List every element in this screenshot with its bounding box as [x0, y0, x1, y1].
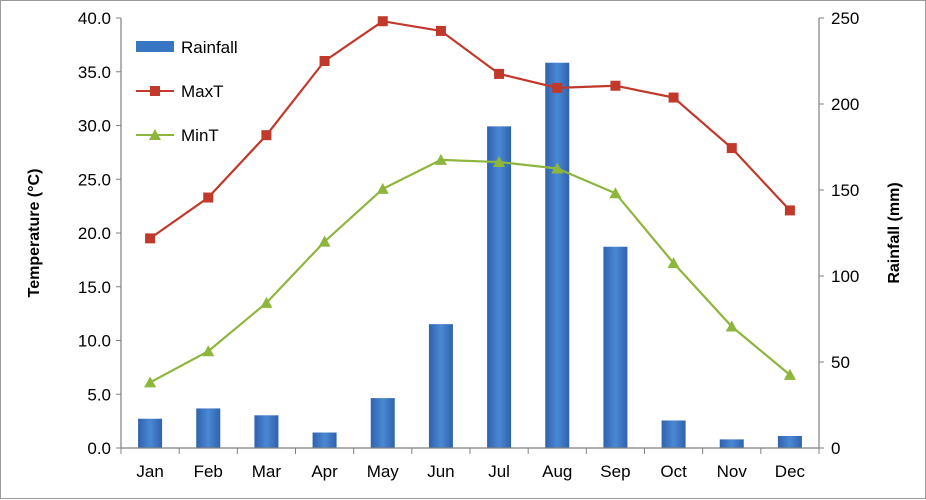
legend-maxt-label: MaxT: [181, 82, 224, 101]
maxt-point: [610, 80, 621, 91]
maxt-point: [261, 130, 272, 141]
mint-point: [202, 345, 215, 357]
rainfall-bar-aug: [545, 62, 570, 448]
y2-tick-label: 250: [831, 9, 859, 28]
y-tick-label: 35.0: [78, 63, 111, 82]
y-tick-label: 25.0: [78, 170, 111, 189]
y-tick-label: 20.0: [78, 224, 111, 243]
maxt-point: [494, 68, 505, 79]
mint-point: [318, 235, 331, 247]
y2-tick-label: 100: [831, 267, 859, 286]
maxt-point: [319, 56, 330, 66]
rainfall-bar-nov: [719, 439, 744, 448]
y-axis-title: Temperature (°C): [26, 169, 43, 298]
x-tick-label: Nov: [717, 462, 748, 481]
maxt-point: [203, 192, 214, 203]
x-tick-label: Jan: [136, 462, 163, 481]
legend-rainfall-label: Rainfall: [181, 38, 238, 57]
y2-tick-label: 150: [831, 181, 859, 200]
x-tick-label: May: [367, 462, 400, 481]
rainfall-bar-mar: [254, 415, 279, 448]
x-tick-label: Sep: [600, 462, 630, 481]
mint-point: [725, 320, 738, 332]
y-tick-label: 0.0: [87, 439, 111, 458]
y2-axis-title: Rainfall (mm): [886, 182, 903, 283]
mint-point: [260, 296, 273, 308]
maxt-point: [668, 92, 679, 103]
legend-mint-label: MinT: [181, 126, 219, 145]
rainfall-bar-oct: [661, 420, 686, 448]
y2-tick-label: 200: [831, 95, 859, 114]
maxt-line: [149, 20, 791, 240]
x-tick-label: Aug: [542, 462, 572, 481]
x-tick-label: Oct: [660, 462, 687, 481]
y-tick-label: 5.0: [87, 385, 111, 404]
mint-point: [144, 376, 157, 388]
mint-point: [493, 156, 506, 168]
mint-point: [609, 187, 622, 199]
legend-maxt-marker: [150, 86, 160, 96]
mint-point: [667, 257, 680, 269]
rainfall-bar-jul: [487, 126, 512, 449]
y-tick-label: 40.0: [78, 9, 111, 28]
legend-mint-marker: [149, 129, 161, 140]
rainfall-bar-sep: [603, 246, 628, 448]
maxt-point: [784, 205, 795, 216]
y-tick-label: 30.0: [78, 117, 111, 136]
mint-point: [376, 182, 389, 194]
mint-line: [149, 158, 791, 384]
axes: [116, 17, 824, 454]
mint-point: [783, 368, 796, 380]
y-tick-label: 10.0: [78, 332, 111, 351]
mint-point: [434, 153, 447, 165]
x-tick-label: Mar: [252, 462, 282, 481]
temperature-lines: [144, 16, 796, 388]
rainfall-bar-may: [370, 398, 395, 448]
mint-point: [551, 162, 564, 174]
rainfall-bar-jun: [428, 324, 453, 448]
x-tick-label: Jul: [488, 462, 510, 481]
rainfall-bar-jan: [138, 418, 163, 448]
maxt-point: [726, 143, 737, 154]
rainfall-bar-apr: [312, 432, 337, 448]
tick-labels: 0.0 5.0 10.0 15.0 20.0 25.0 30.0 35.0 40.0 0 50 100…: [78, 9, 859, 481]
maxt-point: [145, 233, 156, 244]
maxt-point: [435, 25, 446, 36]
y2-tick-label: 50: [831, 353, 850, 372]
legend: Rainfall MaxT MinT: [136, 38, 238, 145]
y2-tick-label: 0: [831, 439, 840, 458]
x-tick-label: Dec: [775, 462, 806, 481]
x-tick-label: Apr: [311, 462, 338, 481]
y-tick-label: 15.0: [78, 278, 111, 297]
maxt-point: [377, 16, 388, 27]
rainfall-bar-feb: [196, 408, 221, 448]
x-tick-label: Jun: [427, 462, 454, 481]
rainfall-bar-dec: [777, 435, 802, 448]
maxt-point: [552, 82, 563, 93]
legend-rainfall-swatch: [136, 41, 174, 52]
rainfall-bars: [138, 62, 802, 449]
x-tick-label: Feb: [194, 462, 223, 481]
